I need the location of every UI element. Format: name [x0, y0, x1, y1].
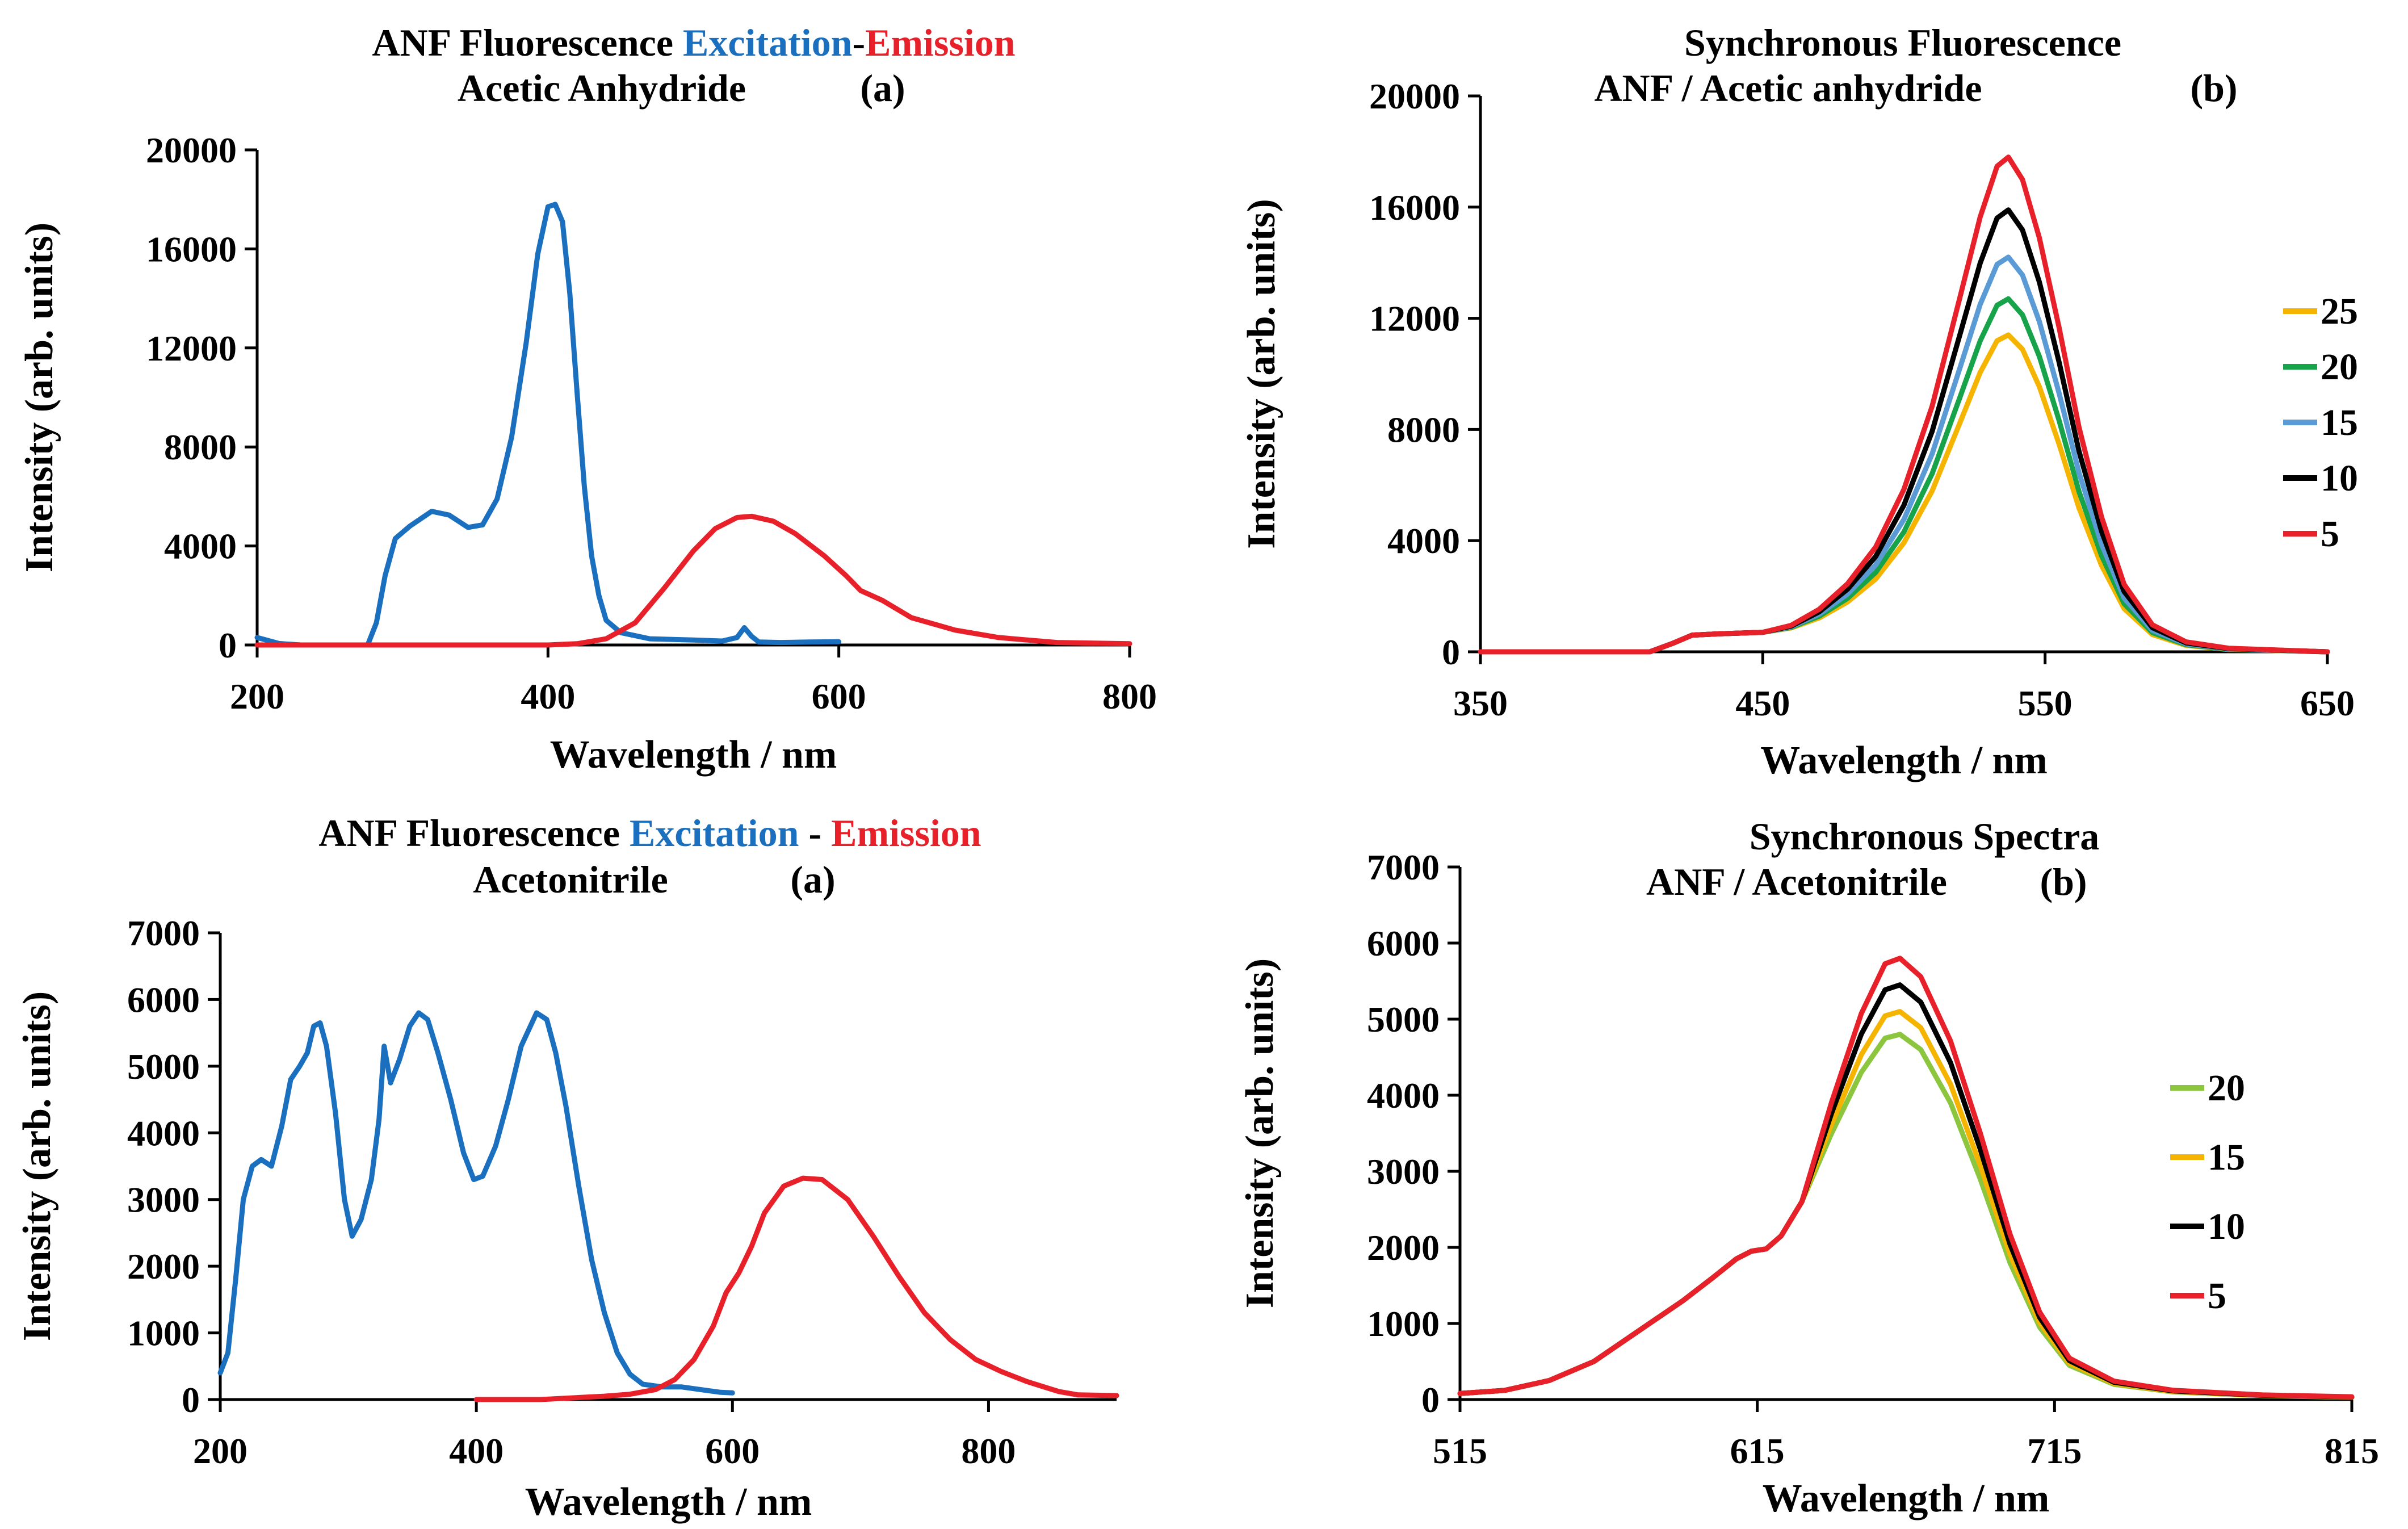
chart-title-part: Emission	[831, 811, 981, 854]
y-tick-label: 2000	[127, 1246, 200, 1287]
excitation-emission-acetic-anhydride-panel: ANF Fluorescence Excitation-EmissionAcet…	[18, 21, 1157, 777]
y-tick-label: 20000	[146, 130, 237, 170]
y-tick-label: 8000	[1387, 409, 1460, 450]
x-axis-label: Wavelength / nm	[1760, 739, 2048, 782]
chart-subtitle: ANF / Acetonitrile	[1646, 860, 1947, 903]
x-tick-label: 515	[1433, 1431, 1487, 1471]
panel-tag: (b)	[2040, 860, 2087, 903]
legend-entry: 10	[2321, 458, 2358, 499]
panel-tag: (b)	[2190, 66, 2237, 110]
chart-subtitle: Acetonitrile	[473, 858, 668, 901]
chart-title: Synchronous Spectra	[1750, 815, 2100, 858]
legend-entry: 25	[2321, 291, 2358, 332]
legend-entry: 15	[2321, 402, 2358, 443]
y-tick-label: 12000	[146, 328, 237, 368]
y-tick-label: 7000	[1367, 847, 1440, 887]
chart-title-part: ANF Fluorescence	[372, 21, 683, 64]
chart-title-part: Synchronous Spectra	[1750, 815, 2100, 858]
y-tick-label: 0	[1442, 632, 1460, 672]
chart-subtitle: Acetic Anhydride	[458, 66, 746, 110]
x-tick-label: 615	[1730, 1431, 1785, 1471]
y-axis-label: Intensity (arb. units)	[15, 991, 59, 1341]
y-tick-label: 3000	[127, 1180, 200, 1220]
series-line-10	[1457, 982, 2355, 1400]
y-tick-label: 5000	[1367, 999, 1440, 1040]
legend-entry: 20	[2321, 346, 2358, 388]
y-tick-label: 4000	[1387, 521, 1460, 561]
legend-entry: 20	[2208, 1067, 2245, 1109]
y-tick-label: 0	[1421, 1380, 1440, 1420]
x-tick-label: 450	[1735, 683, 1790, 723]
y-tick-label: 4000	[127, 1113, 200, 1153]
series-line-20	[1478, 296, 2330, 655]
y-axis-label: Intensity (arb. units)	[18, 223, 61, 572]
panel-tag: (a)	[790, 858, 835, 901]
x-tick-label: 800	[1102, 676, 1157, 717]
y-tick-label: 12000	[1369, 299, 1460, 339]
chart-title-part: Excitation	[683, 21, 852, 64]
x-tick-label: 715	[2027, 1431, 2082, 1471]
x-tick-label: 550	[2018, 683, 2073, 723]
series-line-1	[254, 513, 1132, 648]
y-axis-label: Intensity (arb. units)	[1238, 958, 1282, 1308]
x-axis-label: Wavelength / nm	[550, 733, 837, 777]
chart-title-part: Excitation	[630, 811, 799, 854]
chart-title-part: ANF Fluorescence	[318, 811, 630, 854]
legend-entry: 5	[2321, 513, 2339, 555]
x-tick-label: 800	[961, 1431, 1016, 1471]
x-tick-label: 600	[812, 676, 866, 717]
y-tick-label: 3000	[1367, 1151, 1440, 1192]
y-tick-label: 16000	[1369, 187, 1460, 228]
chart-title-part: -	[852, 21, 865, 64]
legend-entry: 10	[2208, 1206, 2245, 1247]
y-tick-label: 8000	[164, 427, 237, 467]
y-tick-label: 0	[219, 625, 237, 665]
chart-title-part: Synchronous Fluorescence	[1684, 21, 2121, 64]
y-tick-label: 6000	[1367, 923, 1440, 964]
x-tick-label: 350	[1453, 683, 1508, 723]
chart-title-part: -	[799, 811, 831, 854]
series-line-10	[1478, 207, 2330, 655]
x-tick-label: 650	[2300, 683, 2355, 723]
y-tick-label: 1000	[127, 1313, 200, 1354]
y-tick-label: 4000	[164, 526, 237, 567]
y-tick-label: 5000	[127, 1046, 200, 1087]
series-line-15	[1478, 254, 2330, 655]
x-axis-label: Wavelength / nm	[1763, 1477, 2050, 1520]
chart-title: ANF Fluorescence Excitation-Emission	[372, 21, 1015, 64]
x-tick-label: 600	[705, 1431, 760, 1471]
chart-title: Synchronous Fluorescence	[1684, 21, 2121, 64]
y-tick-label: 7000	[127, 913, 200, 953]
panel-tag: (a)	[860, 66, 905, 110]
y-tick-label: 0	[182, 1380, 200, 1420]
legend-entry: 15	[2208, 1137, 2245, 1178]
y-tick-label: 20000	[1369, 76, 1460, 116]
x-tick-label: 200	[193, 1431, 247, 1471]
series-line-5	[1457, 956, 2355, 1400]
x-axis-label: Wavelength / nm	[525, 1480, 812, 1524]
x-tick-label: 200	[230, 676, 284, 717]
x-tick-label: 815	[2325, 1431, 2379, 1471]
y-tick-label: 6000	[127, 979, 200, 1020]
x-tick-label: 400	[449, 1431, 504, 1471]
y-tick-label: 1000	[1367, 1304, 1440, 1344]
series-line-0	[217, 1010, 735, 1396]
x-tick-label: 400	[521, 676, 575, 717]
y-tick-label: 2000	[1367, 1228, 1440, 1268]
y-tick-label: 4000	[1367, 1075, 1440, 1116]
y-axis-label: Intensity (arb. units)	[1240, 199, 1283, 548]
chart-title: ANF Fluorescence Excitation - Emission	[318, 811, 981, 854]
legend-entry: 5	[2208, 1275, 2226, 1317]
excitation-emission-acetonitrile-panel: ANF Fluorescence Excitation - EmissionAc…	[15, 811, 1119, 1524]
y-tick-label: 16000	[146, 229, 237, 269]
series-line-5	[1478, 154, 2330, 655]
chart-subtitle: ANF / Acetic anhydride	[1594, 66, 1982, 110]
series-line-1	[473, 1175, 1119, 1402]
series-line-0	[254, 202, 842, 648]
chart-title-part: Emission	[865, 21, 1016, 64]
